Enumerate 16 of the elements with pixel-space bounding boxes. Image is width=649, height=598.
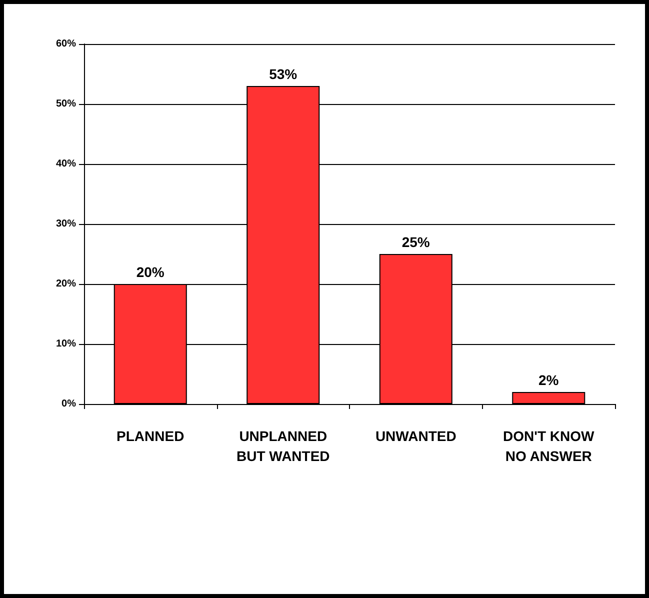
data-label: 53% (269, 66, 298, 82)
y-tick-label: 30% (56, 218, 76, 230)
y-tick-label: 20% (56, 278, 76, 290)
data-label: 25% (402, 234, 430, 250)
y-tick-label: 40% (56, 158, 76, 170)
x-tick-label: DON'T KNOW NO ANSWER (503, 428, 596, 464)
x-tick-label: PLANNED (116, 428, 184, 444)
y-tick-label: 60% (56, 38, 76, 50)
data-label: 20% (136, 264, 165, 280)
bar (512, 392, 586, 404)
x-tick-label: UNPLANNED BUT WANTED (236, 428, 330, 464)
y-tick-label: 50% (56, 98, 76, 110)
y-tick-label: 10% (56, 338, 76, 350)
data-label: 2% (538, 372, 560, 388)
y-tick-label: 0% (62, 398, 76, 410)
x-tick-label: UNWANTED (375, 428, 456, 444)
